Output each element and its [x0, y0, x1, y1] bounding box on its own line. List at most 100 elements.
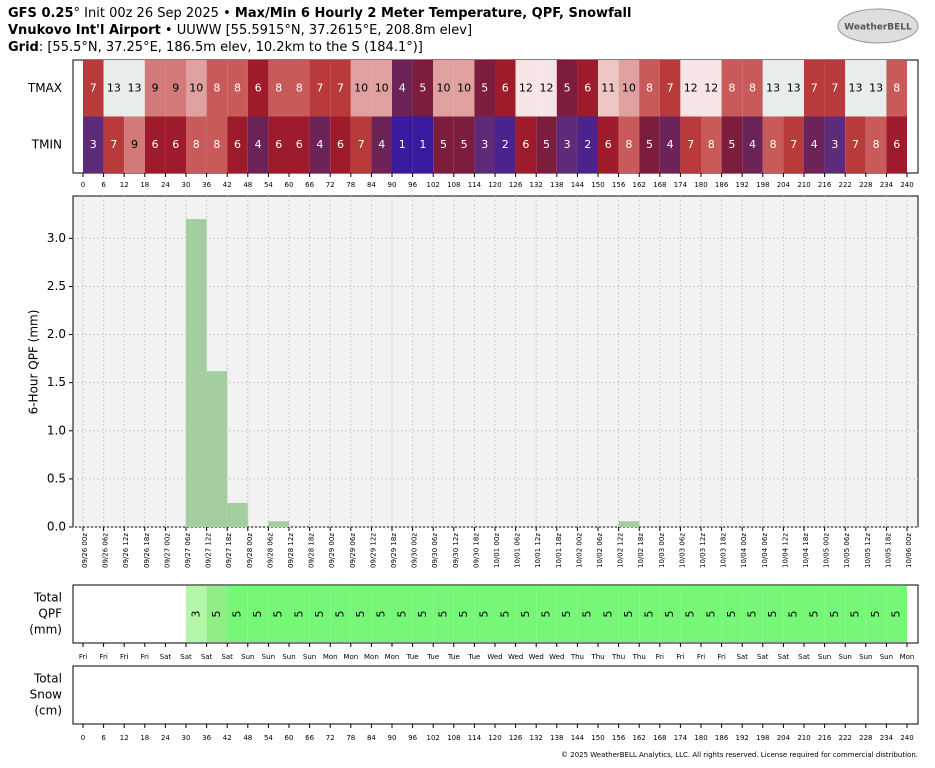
x-tick-label: 60 — [285, 181, 294, 189]
temp-label: 13 — [107, 81, 121, 94]
x-tick-label: 09/30 06z — [431, 533, 439, 568]
temp-label: 8 — [625, 138, 632, 151]
x-tick-label: 108 — [447, 181, 460, 189]
qpf-label: 5 — [272, 611, 285, 618]
x-tick-label: 144 — [571, 181, 585, 189]
x-tick-label: 10/02 12z — [617, 533, 625, 568]
temp-cell — [556, 116, 578, 173]
day-label: Sat — [798, 653, 810, 661]
qpf-label: 5 — [437, 611, 450, 618]
x-tick-label: 09/27 12z — [205, 533, 213, 568]
temp-cell — [515, 116, 537, 173]
x-tick-label: 10/04 12z — [781, 533, 789, 568]
x-tick-label: 24 — [161, 734, 170, 742]
temp-cell — [618, 116, 640, 173]
header-text: GFS 0.25 — [8, 6, 74, 21]
qpf-label: 5 — [766, 611, 779, 618]
qpf-cell — [227, 586, 248, 642]
x-tick-label: 186 — [715, 181, 729, 189]
temp-label: 5 — [440, 138, 447, 151]
temp-label: 12 — [540, 81, 554, 94]
temp-cell — [453, 116, 475, 173]
temp-label: 10 — [189, 81, 203, 94]
x-tick-label: 60 — [285, 734, 294, 742]
temp-label: 7 — [110, 138, 117, 151]
qpf-cell — [247, 586, 269, 642]
temp-label: 5 — [646, 138, 653, 151]
qpf-label: 5 — [251, 611, 264, 618]
header-text: Vnukovo Int'l Airport — [8, 23, 161, 38]
temp-label: 7 — [667, 81, 674, 94]
x-tick-label: 09/27 18z — [225, 533, 233, 568]
temp-cell — [886, 60, 907, 117]
qpf-cell — [680, 586, 701, 642]
temp-cell — [186, 60, 207, 117]
header-text: ° Init 00z 26 Sep 2025 • — [74, 6, 235, 21]
x-tick-label: 10/03 06z — [678, 533, 686, 568]
x-tick-label: 114 — [468, 734, 482, 742]
x-tick-label: 174 — [674, 734, 688, 742]
qpf-cell — [371, 586, 392, 642]
qpf-label: 5 — [890, 611, 903, 618]
temp-cell — [865, 116, 887, 173]
temp-label: 8 — [770, 138, 777, 151]
temp-label: 10 — [622, 81, 636, 94]
day-label: Mon — [364, 653, 379, 661]
x-tick-label: 09/27 00z — [163, 533, 171, 568]
x-tick-label: 168 — [653, 734, 666, 742]
temp-cell — [247, 116, 269, 173]
y-tick-label: 0.0 — [47, 520, 66, 534]
x-tick-label: 10/03 12z — [699, 533, 707, 568]
temp-label: 7 — [831, 81, 838, 94]
y-tick-label: 1.5 — [47, 375, 66, 389]
day-label: Wed — [508, 653, 523, 661]
x-tick-label: 150 — [591, 181, 604, 189]
qpf-cell — [186, 586, 207, 642]
x-tick-label: 09/28 00z — [246, 533, 254, 568]
temp-label: 7 — [687, 138, 694, 151]
temp-cell — [742, 60, 763, 117]
x-tick-label: 108 — [447, 734, 460, 742]
day-label: Sun — [241, 653, 254, 661]
x-tick-label: 09/28 12z — [287, 533, 295, 568]
bar — [227, 502, 248, 527]
x-tick-label: 102 — [427, 734, 440, 742]
qpf-cell — [515, 586, 537, 642]
qpf-label: 5 — [231, 611, 244, 618]
temp-label: 5 — [461, 138, 468, 151]
temp-cell — [721, 60, 743, 117]
qpf-cell — [804, 586, 825, 642]
x-tick-label: 216 — [818, 734, 832, 742]
day-label: Sat — [201, 653, 213, 661]
day-label: Thu — [590, 653, 604, 661]
temp-label: 12 — [519, 81, 533, 94]
qpf-cell — [289, 586, 310, 642]
temp-cell — [144, 116, 166, 173]
temp-label: 8 — [275, 81, 282, 94]
temp-cell — [618, 60, 640, 117]
day-label: Sat — [736, 653, 748, 661]
day-label: Sat — [778, 653, 790, 661]
y-tick-label: 2.5 — [47, 279, 66, 293]
temp-label: 10 — [437, 81, 451, 94]
qpf-cell — [762, 586, 784, 642]
qpf-label: 5 — [416, 611, 429, 618]
temp-cell — [886, 116, 907, 173]
temp-cell — [268, 116, 289, 173]
temp-label: 8 — [893, 81, 900, 94]
temp-label: 3 — [481, 138, 488, 151]
x-tick-label: 198 — [756, 734, 769, 742]
temp-cell — [186, 116, 207, 173]
temp-label: 7 — [790, 138, 797, 151]
qpf-cell — [556, 586, 578, 642]
x-tick-label: 10/02 00z — [575, 533, 583, 568]
x-tick-label: 150 — [591, 734, 604, 742]
x-tick-label: 168 — [653, 181, 666, 189]
day-label: Fri — [79, 653, 87, 661]
temp-label: 7 — [316, 81, 323, 94]
x-tick-label: 10/02 06z — [596, 533, 604, 568]
temp-cell — [474, 116, 495, 173]
temp-cell — [536, 116, 557, 173]
x-tick-label: 0 — [81, 181, 85, 189]
temp-label: 10 — [457, 81, 471, 94]
